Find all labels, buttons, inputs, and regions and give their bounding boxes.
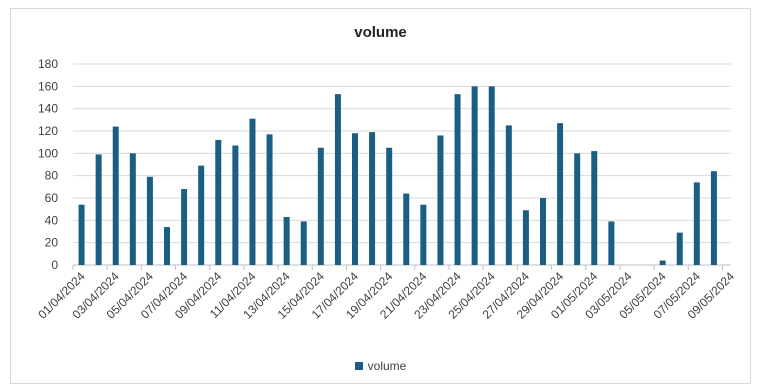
bar [659, 260, 666, 265]
bar [146, 176, 153, 265]
bar [369, 132, 376, 265]
y-tick-label: 80 [45, 169, 59, 183]
bar [352, 133, 358, 265]
bar [591, 151, 598, 265]
bar [403, 193, 410, 265]
legend-swatch [354, 362, 363, 370]
y-tick-label: 40 [45, 213, 59, 227]
bar [505, 125, 512, 266]
y-tick-label: 0 [51, 258, 58, 272]
bar [283, 216, 290, 265]
bar [693, 182, 700, 265]
y-tick-label: 120 [38, 124, 58, 138]
bar [95, 154, 102, 265]
y-tick-label: 20 [45, 236, 59, 250]
bar [522, 210, 529, 265]
bar [574, 153, 581, 265]
bar [334, 94, 341, 266]
y-tick-label: 100 [38, 146, 58, 160]
bar [608, 221, 615, 265]
bar [540, 198, 546, 265]
bar [676, 232, 683, 265]
bar [78, 204, 85, 265]
bar [437, 135, 444, 265]
bar [164, 227, 170, 265]
bar [710, 171, 717, 265]
bar [557, 123, 564, 265]
legend-label: volume [367, 359, 407, 373]
bar [488, 86, 495, 265]
chart-legend: volume [0, 359, 761, 373]
bar [129, 153, 136, 265]
bar [300, 221, 307, 265]
y-tick-label: 160 [38, 79, 58, 93]
bar [198, 165, 205, 265]
bar [181, 189, 188, 265]
bar [249, 118, 256, 265]
bar [215, 139, 222, 265]
bar [317, 147, 324, 265]
bar [420, 204, 427, 265]
bar [232, 145, 239, 265]
bar [454, 94, 461, 266]
y-tick-label: 60 [45, 191, 59, 205]
bar [386, 147, 393, 265]
bar [471, 86, 478, 265]
y-tick-label: 180 [38, 57, 58, 71]
chart-title: volume [354, 24, 407, 41]
y-tick-label: 140 [38, 102, 58, 116]
bar [266, 134, 273, 265]
bar [112, 126, 119, 266]
